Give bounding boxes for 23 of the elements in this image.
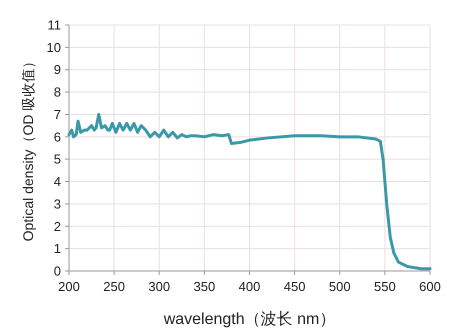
x-tick-label: 300 xyxy=(148,279,170,294)
y-tick-label: 3 xyxy=(54,196,61,212)
x-tick-label: 250 xyxy=(103,279,125,294)
x-tick-label: 400 xyxy=(238,279,260,294)
x-tick-label: 200 xyxy=(58,279,80,294)
y-tick-label: 10 xyxy=(46,40,61,55)
y-tick-label: 0 xyxy=(54,264,61,278)
y-tick-label: 4 xyxy=(54,174,61,190)
y-tick-label: 5 xyxy=(54,152,61,167)
y-tick-label: 7 xyxy=(54,106,61,122)
x-tick-label: 350 xyxy=(194,279,216,294)
y-tick-label: 6 xyxy=(54,129,61,144)
x-tick-label: 450 xyxy=(284,279,306,294)
y-tick-label: 9 xyxy=(54,62,61,78)
x-tick-label: 600 xyxy=(419,279,441,294)
y-tick-label: 1 xyxy=(54,241,61,256)
y-tick-label: 8 xyxy=(54,84,61,100)
x-axis-title: wavelength（波长 nm） xyxy=(162,310,336,328)
x-tick-label: 500 xyxy=(328,279,351,294)
y-tick-label: 11 xyxy=(48,18,61,32)
y-tick-label: 2 xyxy=(54,218,61,234)
y-axis-title: Optical density（OD 吸收值） xyxy=(20,54,36,242)
x-tick-label: 550 xyxy=(374,279,396,294)
